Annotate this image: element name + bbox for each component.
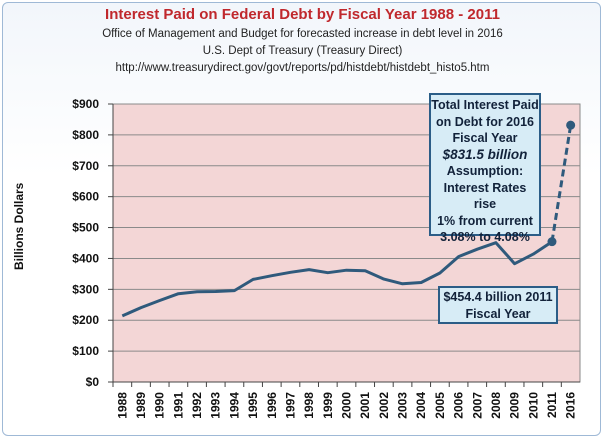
x-tick-label: 2006	[452, 392, 466, 419]
y-tick-label: $600	[72, 190, 99, 204]
forecast-line-3: Fiscal Year	[452, 131, 518, 145]
y-tick-label: $400	[72, 251, 99, 265]
forecast-line-1: Total Interest Paid	[431, 98, 539, 112]
data-point-marker	[547, 237, 557, 247]
x-tick-label: 2009	[508, 392, 522, 419]
actual-series-line	[121, 240, 553, 318]
forecast-line-5: Interest Rates rise	[443, 180, 527, 212]
x-tick-label: 1994	[227, 392, 241, 419]
x-tick-label: 2001	[358, 392, 372, 419]
x-tick-label: 2008	[489, 392, 503, 419]
actual-2011-callout: $454.4 billion 2011 Fiscal Year	[438, 286, 558, 324]
x-tick-label: 2011	[545, 392, 559, 418]
forecast-amount: $831.5 billion	[442, 146, 528, 162]
x-tick-label: 1996	[265, 392, 279, 419]
actual-line-2: Fiscal Year	[465, 306, 531, 321]
y-tick-label: $200	[72, 313, 99, 327]
x-tick-label: 2016	[564, 392, 578, 419]
x-tick-label: 1995	[246, 392, 260, 419]
forecast-line-7: 3.08% to 4.08%	[440, 230, 530, 244]
chart-subtitle-source: Office of Management and Budget for fore…	[102, 28, 503, 40]
y-tick-label: $700	[72, 159, 99, 173]
chart-title: Interest Paid on Federal Debt by Fiscal …	[105, 6, 500, 23]
x-tick-label: 1997	[283, 392, 297, 419]
data-point-marker	[566, 120, 576, 130]
x-tick-label: 2010	[526, 392, 540, 419]
y-tick-label: $0	[86, 375, 100, 389]
x-tick-label: 1992	[190, 392, 204, 419]
forecast-line-6: 1% from current	[437, 213, 533, 228]
x-tick-label: 1989	[134, 392, 148, 419]
x-tick-label: 2000	[340, 392, 354, 419]
y-tick-label: $800	[72, 128, 99, 142]
forecast-series-line	[550, 124, 573, 242]
forecast-line-2: on Debt for 2016	[436, 114, 534, 129]
chart-subtitle-agency: U.S. Dept of Treasury (Treasury Direct)	[202, 45, 403, 57]
x-tick-label: 2005	[433, 392, 447, 419]
x-tick-label: 2002	[377, 392, 391, 419]
x-tick-label: 1993	[209, 392, 223, 419]
actual-line-1: $454.4 billion 2011	[443, 290, 553, 304]
chart-subtitle-url: http://www.treasurydirect.gov/govt/repor…	[115, 62, 490, 74]
y-tick-label: $900	[72, 97, 99, 111]
x-tick-label: 1990	[153, 392, 167, 419]
y-tick-label: $300	[72, 282, 99, 296]
x-tick-label: 1988	[115, 392, 129, 419]
forecast-callout: Total Interest Paid on Debt for 2016 Fis…	[429, 93, 541, 244]
y-tick-label: $500	[72, 221, 99, 235]
y-tick-label: $100	[72, 344, 99, 358]
x-tick-label: 1999	[321, 392, 335, 419]
x-tick-label: 1991	[171, 392, 185, 419]
x-tick-label: 2004	[414, 392, 428, 419]
x-tick-label: 2007	[470, 392, 484, 419]
forecast-line-4: Assumption:	[446, 164, 524, 178]
x-tick-label: 2003	[396, 392, 410, 419]
x-tick-label: 1998	[302, 392, 316, 419]
